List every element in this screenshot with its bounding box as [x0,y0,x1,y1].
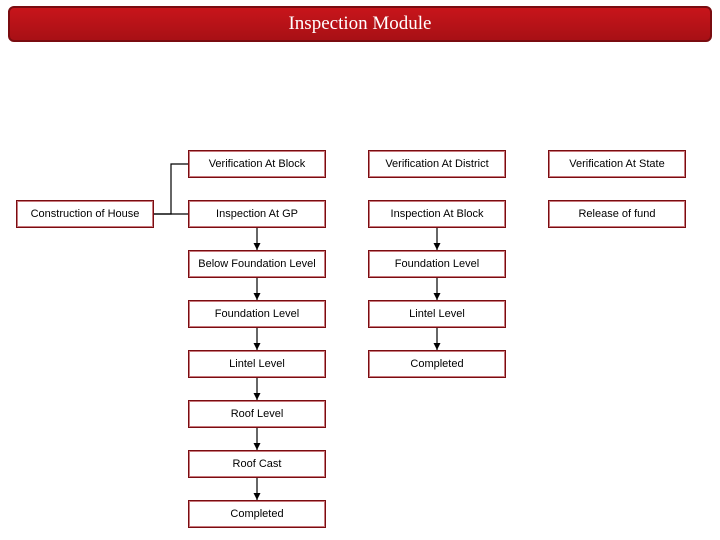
node-below_found: Below Foundation Level [188,250,326,278]
node-completed_a: Completed [188,500,326,528]
node-completed_b: Completed [368,350,506,378]
header-bar: Inspection Module [8,6,712,42]
node-release: Release of fund [548,200,686,228]
page-title: Inspection Module [288,13,431,35]
node-roof_cast: Roof Cast [188,450,326,478]
node-lintel_b: Lintel Level [368,300,506,328]
node-found_b: Foundation Level [368,250,506,278]
node-lintel_a: Lintel Level [188,350,326,378]
node-roof_level: Roof Level [188,400,326,428]
node-found_a: Foundation Level [188,300,326,328]
node-construction: Construction of House [16,200,154,228]
connectors [0,0,720,540]
node-insp_gp: Inspection At GP [188,200,326,228]
node-insp_block: Inspection At Block [368,200,506,228]
node-verif_dist: Verification At District [368,150,506,178]
node-verif_block: Verification At Block [188,150,326,178]
node-verif_state: Verification At State [548,150,686,178]
